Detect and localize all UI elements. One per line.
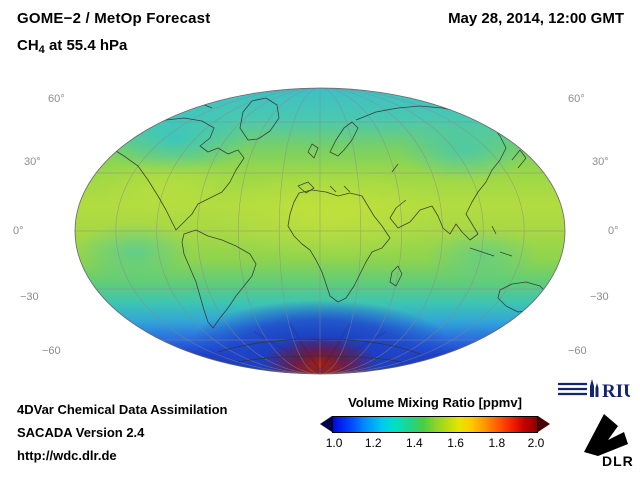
riu-logo: RIU xyxy=(558,379,630,402)
version-caption: SACADA Version 2.4 xyxy=(17,425,145,440)
lat-label-left-eq: 0° xyxy=(13,225,24,237)
colorbar-gradient xyxy=(332,415,538,433)
graticule xyxy=(75,88,565,374)
colorbar-bar xyxy=(320,415,550,433)
colorbar: Volume Mixing Ratio [ppmv] 1.0 1.2 1.4 1… xyxy=(320,395,550,450)
colorbar-tick: 1.0 xyxy=(325,436,343,450)
page-title: GOME−2 / MetOp Forecast xyxy=(17,10,211,27)
cathedral-icon xyxy=(590,379,599,397)
pressure-level-label: at 55.4 hPa xyxy=(44,37,128,54)
lat-label-left-60s: −60 xyxy=(42,345,61,357)
colorbar-tick: 2.0 xyxy=(527,436,545,450)
dlr-logo: DLR xyxy=(584,414,634,469)
colorbar-tick: 1.4 xyxy=(406,436,423,450)
assimilation-caption: 4DVar Chemical Data Assimilation xyxy=(17,402,228,417)
lat-label-right-eq: 0° xyxy=(608,225,619,237)
lat-label-right-30s: −30 xyxy=(590,291,609,303)
species-level-subtitle: CH4 at 55.4 hPa xyxy=(17,37,127,56)
colorbar-tick: 1.8 xyxy=(488,436,506,450)
dlr-logo-text: DLR xyxy=(602,453,634,469)
species-symbol: CH xyxy=(17,37,39,54)
colorbar-overflow-arrow xyxy=(538,416,550,432)
lat-label-right-60n: 60° xyxy=(568,93,585,105)
species-subscript: 4 xyxy=(38,44,45,56)
colorbar-underflow-arrow xyxy=(320,416,332,432)
lat-label-right-30n: 30° xyxy=(592,156,609,168)
lat-label-left-30s: −30 xyxy=(20,291,39,303)
map-outline xyxy=(74,87,566,375)
colorbar-title: Volume Mixing Ratio [ppmv] xyxy=(348,395,522,410)
wdc-url[interactable]: http://wdc.dlr.de xyxy=(17,448,117,463)
colorbar-tick: 1.6 xyxy=(447,436,464,450)
riu-logo-stripes xyxy=(558,382,587,396)
lat-label-left-60n: 60° xyxy=(48,93,65,105)
colorbar-tick: 1.2 xyxy=(364,436,382,450)
colorbar-ticks: 1.0 1.2 1.4 1.6 1.8 2.0 xyxy=(326,433,545,450)
dlr-wing-icon xyxy=(584,414,628,456)
forecast-datetime: May 28, 2014, 12:00 GMT xyxy=(448,10,624,27)
lat-label-left-30n: 30° xyxy=(24,156,41,168)
riu-logo-text: RIU xyxy=(602,381,630,402)
lat-label-right-60s: −60 xyxy=(568,345,587,357)
